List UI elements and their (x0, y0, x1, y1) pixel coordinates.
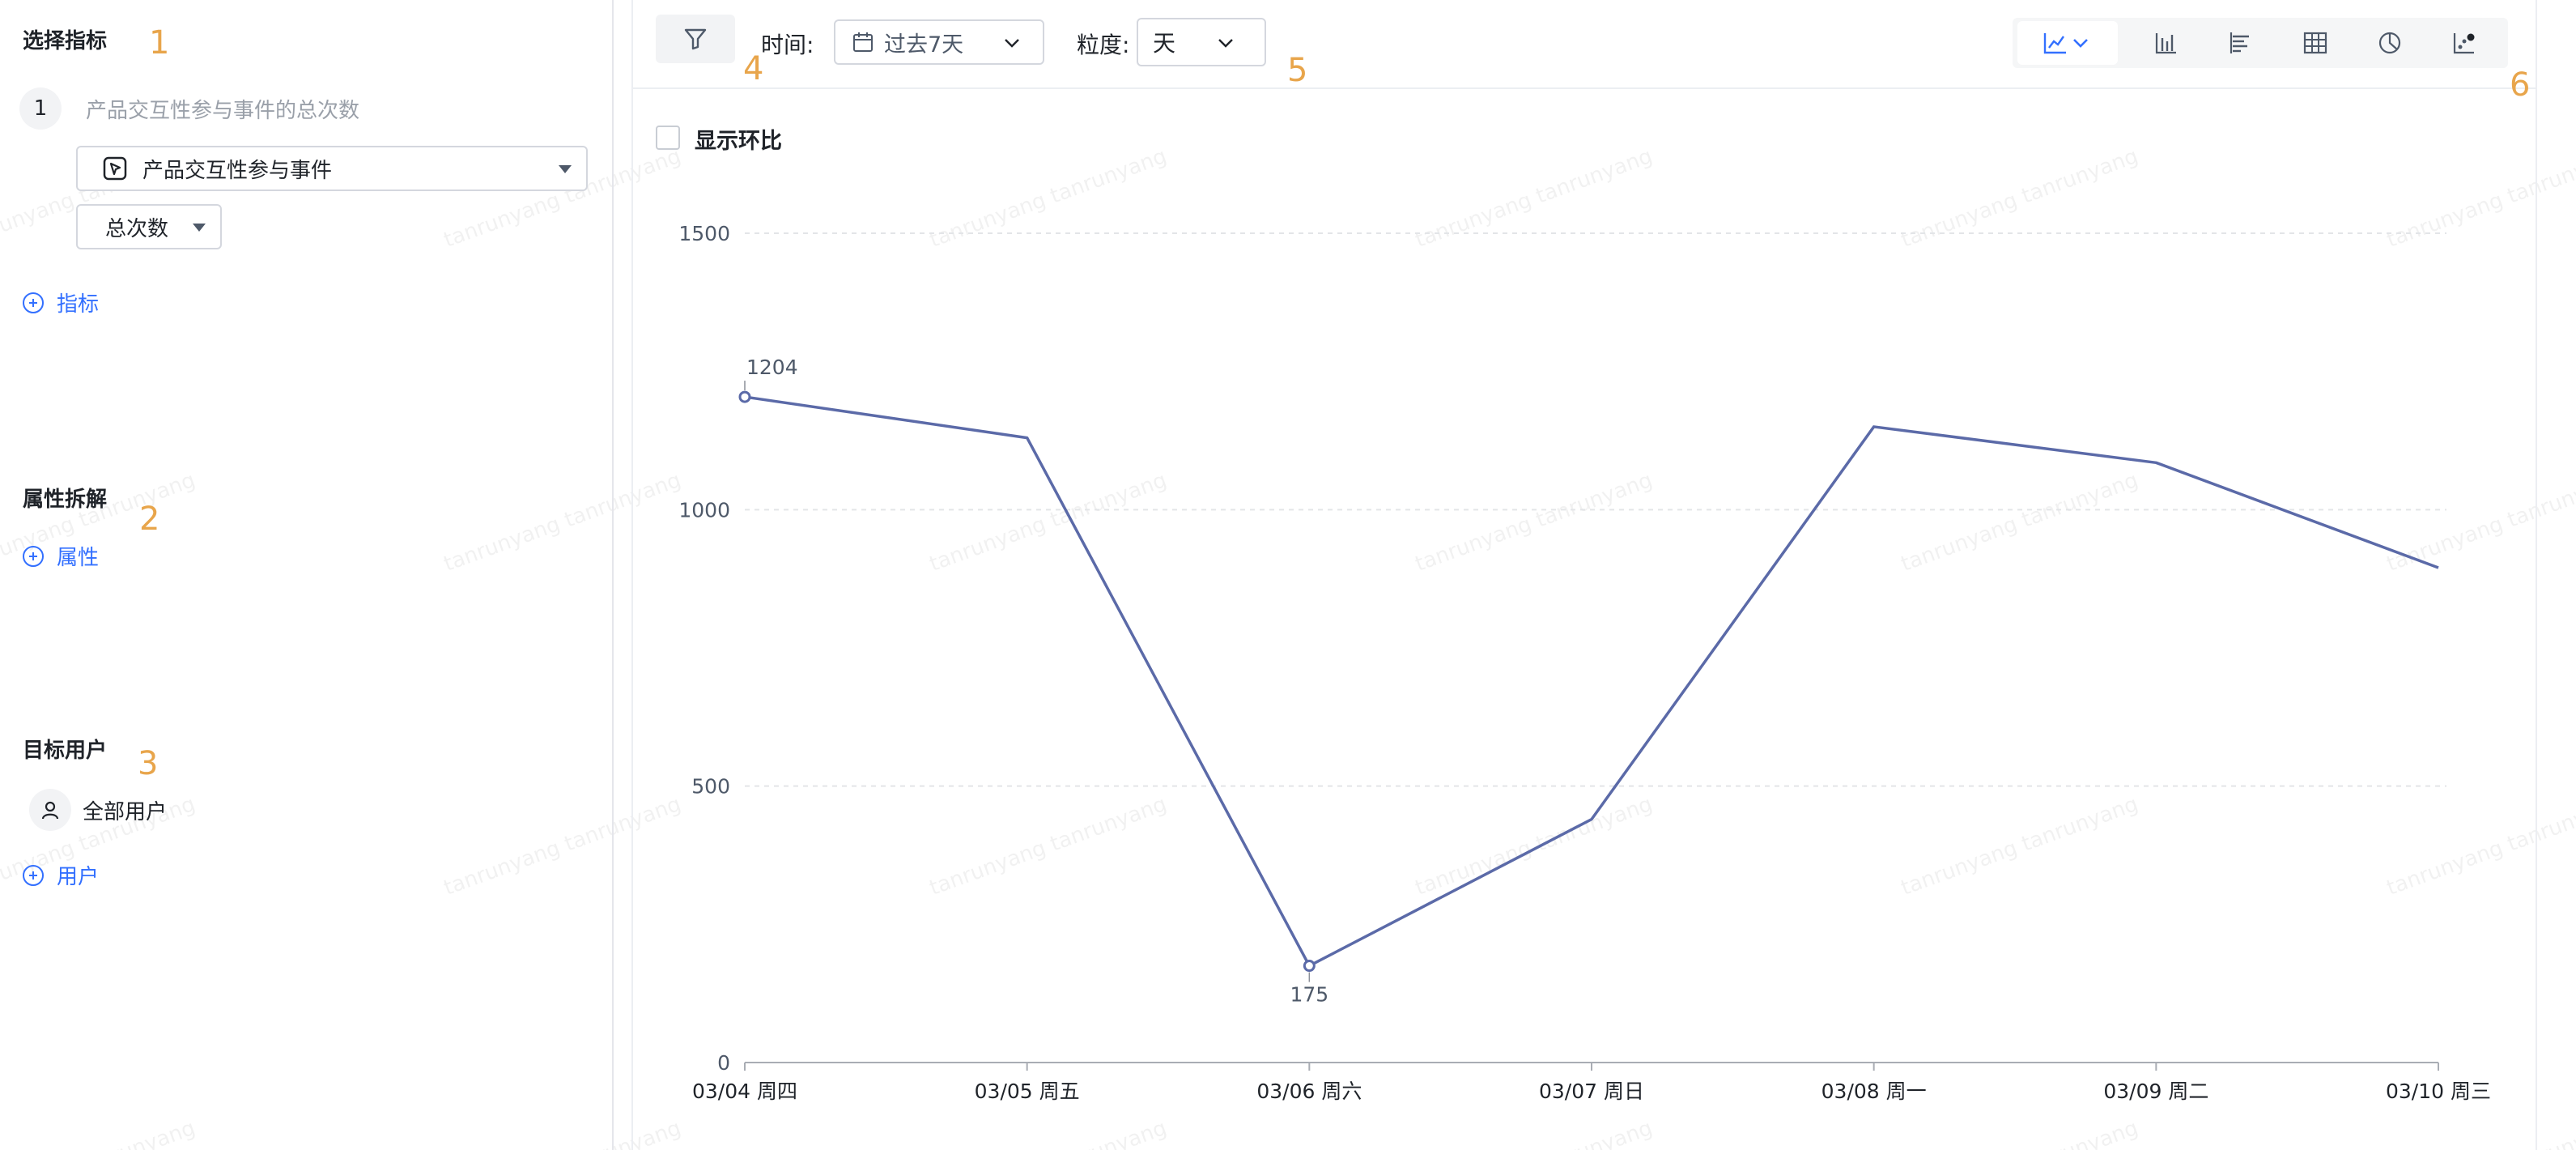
event-icon (102, 155, 128, 181)
y-tick-label: 1000 (678, 498, 730, 522)
chevron-down-icon (1218, 39, 1233, 48)
y-tick-label: 500 (691, 775, 730, 799)
show-ratio-checkbox[interactable] (656, 126, 680, 150)
x-tick-label: 03/08 周一 (1821, 1080, 1927, 1103)
metric-index-badge: 1 (19, 87, 62, 130)
annotation-number: 2 (139, 500, 160, 538)
aggregation-select[interactable]: 总次数 (76, 204, 222, 249)
scatter-chart-button[interactable] (2432, 21, 2497, 65)
chevron-down-icon (1005, 39, 1019, 48)
data-point (738, 390, 751, 403)
add-user-label: 用户 (57, 865, 100, 889)
x-tick-label: 03/09 周二 (2103, 1080, 2208, 1103)
show-ratio-label: 显示环比 (695, 129, 782, 154)
scatter-chart-icon (2453, 33, 2475, 54)
time-label: 时间: (761, 32, 814, 58)
granularity-value: 天 (1153, 30, 1176, 57)
add-metric-label: 指标 (57, 292, 100, 317)
granularity-select[interactable]: 天 (1137, 18, 1266, 66)
filter-icon (684, 28, 707, 50)
chart-toolbar: 时间: 过去7天 粒度: 天 (633, 0, 2536, 89)
x-tick-label: 03/05 周五 (975, 1080, 1080, 1103)
x-tick-label: 03/04 周四 (692, 1080, 797, 1103)
user-avatar-icon (29, 789, 71, 831)
add-property-button[interactable]: 属性 (23, 541, 99, 571)
time-range-select[interactable]: 过去7天 (834, 19, 1044, 65)
breakdown-section-title: 属性拆解 (23, 488, 108, 512)
data-label: 175 (1290, 983, 1328, 1007)
line-chart-icon (2043, 33, 2088, 54)
granularity-label: 粒度: (1077, 32, 1130, 58)
all-users-label[interactable]: 全部用户 (83, 800, 168, 824)
add-circle-icon (23, 864, 44, 886)
metrics-section-title: 选择指标 (23, 29, 108, 53)
y-tick-label: 1500 (678, 222, 730, 245)
aggregation-value: 总次数 (105, 216, 169, 241)
line-chart-button[interactable] (2017, 21, 2118, 65)
line-chart: 0 500 1000 1500 03/04 周四 03/05 周五 03/06 周六 03/0… (678, 222, 2491, 1103)
pie-chart-icon (2378, 32, 2401, 54)
bar-chart-button[interactable] (2208, 21, 2273, 65)
x-tick-label: 03/10 周三 (2386, 1080, 2491, 1103)
chart-panel: 时间: 过去7天 粒度: 天 (631, 0, 2537, 1150)
x-tick-label: 03/07 周日 (1539, 1080, 1644, 1103)
pie-chart-button[interactable] (2357, 21, 2422, 65)
chart-type-switcher (2013, 18, 2508, 68)
event-select-value: 产品交互性参与事件 (142, 158, 333, 183)
x-tick-label: 03/06 周六 (1256, 1080, 1362, 1103)
caret-down-icon (193, 224, 206, 232)
filter-button[interactable] (656, 15, 735, 63)
add-circle-icon (23, 545, 44, 567)
annotation-number: 3 (138, 745, 159, 782)
annotation-number: 5 (1287, 52, 1308, 89)
data-label: 1204 (746, 356, 798, 379)
column-chart-icon (2155, 33, 2176, 54)
calendar-icon (853, 32, 873, 52)
table-icon (2303, 32, 2327, 54)
caret-down-icon (559, 165, 572, 173)
add-circle-icon (23, 292, 44, 313)
annotation-number: 6 (2510, 66, 2531, 104)
data-point (1303, 960, 1316, 973)
bar-chart-icon (2230, 32, 2249, 53)
add-user-button[interactable]: 用户 (23, 860, 99, 890)
table-view-button[interactable] (2283, 21, 2348, 65)
add-property-label: 属性 (57, 546, 100, 570)
column-chart-button[interactable] (2134, 21, 2199, 65)
target-users-section-title: 目标用户 (23, 739, 108, 763)
annotation-number: 4 (743, 50, 764, 87)
annotation-number: 1 (149, 24, 170, 62)
add-metric-button[interactable]: 指标 (23, 288, 99, 317)
metric-name-label[interactable]: 产品交互性参与事件的总次数 (86, 99, 360, 123)
left-config-panel: 选择指标 1 产品交互性参与事件的总次数 产品交互性参与事件 总次数 指标 属性… (0, 0, 614, 1150)
time-range-value: 过去7天 (884, 32, 964, 58)
y-tick-label: 0 (717, 1051, 730, 1075)
event-select[interactable]: 产品交互性参与事件 (76, 146, 588, 191)
series-line (744, 395, 2439, 968)
